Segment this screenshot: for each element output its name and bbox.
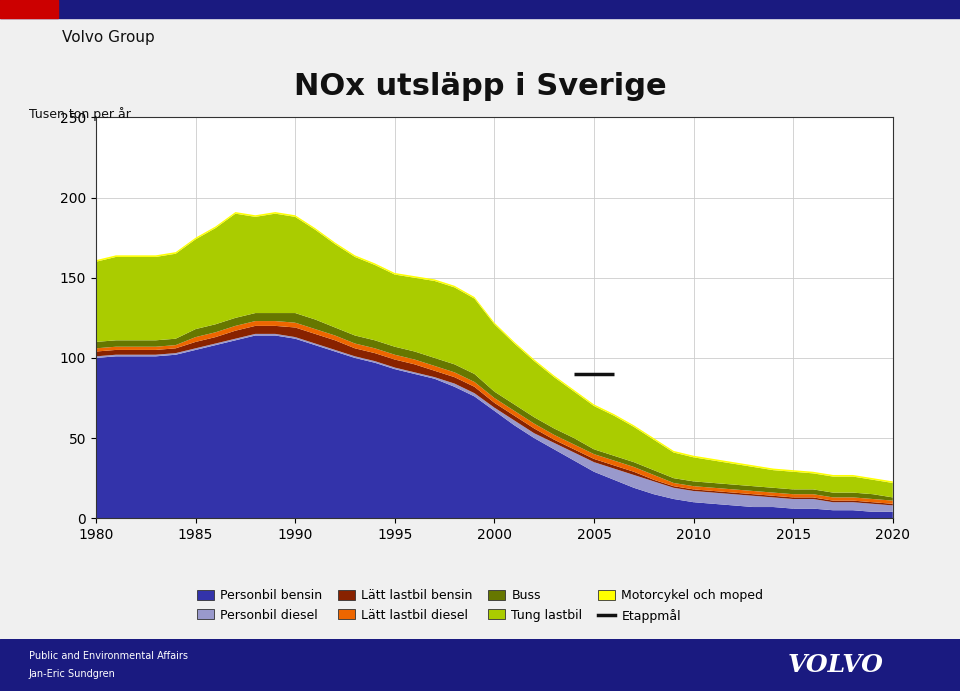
Bar xyxy=(0,0,58,18)
Text: Volvo Group: Volvo Group xyxy=(62,30,156,45)
Text: Jan-Eric Sundgren: Jan-Eric Sundgren xyxy=(29,670,115,679)
Text: VOLVO: VOLVO xyxy=(787,653,883,677)
Text: NOx utsläpp i Sverige: NOx utsläpp i Sverige xyxy=(294,72,666,101)
Bar xyxy=(0,0,960,18)
Text: Tusen ton per år: Tusen ton per år xyxy=(29,107,131,121)
Text: Public and Environmental Affairs: Public and Environmental Affairs xyxy=(29,651,188,661)
Legend: Personbil bensin, Personbil diesel, Lätt lastbil bensin, Lätt lastbil diesel, Bu: Personbil bensin, Personbil diesel, Lätt… xyxy=(197,589,763,623)
